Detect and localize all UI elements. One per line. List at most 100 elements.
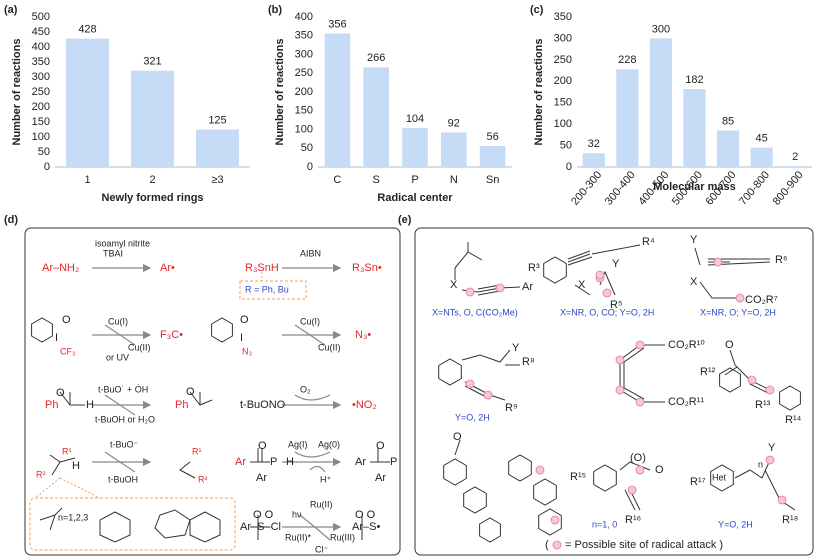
ring (463, 486, 487, 514)
value-label: 56 (486, 131, 498, 143)
y-tick-label: 250 (554, 54, 572, 66)
diagram-label: n=1, 0 (592, 519, 617, 529)
diagram-label: R⁵ (610, 299, 623, 311)
diagram-label: I (55, 332, 58, 344)
radical-site (615, 355, 625, 365)
radical-site (465, 287, 475, 297)
diagram-label: CO₂R¹¹ (668, 396, 704, 408)
panel-label: (d) (4, 214, 18, 226)
diagram-label: R¹ (192, 446, 202, 456)
y-tick-label: 200 (295, 86, 313, 98)
diagram-label: Ar (522, 281, 533, 293)
diagram-label: isoamyl nitrite (95, 238, 150, 248)
diagram-label: H⁺ (320, 474, 331, 484)
bar (582, 153, 605, 167)
diagram-label: AIBN (300, 248, 321, 258)
diagram-label: hν (292, 509, 302, 519)
radical-site (495, 283, 505, 293)
radical-site (777, 495, 787, 505)
diagram-label: R³ (528, 262, 540, 274)
diagram-label: H (86, 399, 94, 411)
radical-site (765, 455, 775, 465)
panel-label: (b) (268, 4, 282, 16)
diagram-label: O (62, 314, 71, 326)
x-axis-label: Molecular mass (653, 181, 736, 193)
y-tick-label: 150 (32, 116, 50, 128)
diagram-label: P (270, 456, 277, 468)
diagram-label: Ar–S–Cl (240, 521, 281, 533)
diagram-label: Ru(II)* (285, 532, 312, 542)
radical-site (465, 379, 475, 389)
bar (616, 69, 639, 167)
value-label: 45 (756, 133, 768, 145)
diagram-label: Ar (235, 456, 246, 468)
value-label: 182 (685, 74, 703, 86)
value-label: 85 (722, 115, 734, 127)
y-tick-label: 50 (38, 146, 50, 158)
x-tick-label: 300-400 (603, 169, 638, 208)
value-label: 2 (792, 151, 798, 163)
diagram-label: Cl⁻ (315, 544, 328, 554)
bar (683, 89, 706, 167)
radical-site (713, 257, 723, 267)
diagram-label: •NO₂ (352, 399, 377, 411)
radical-site (483, 390, 493, 400)
diagram-label: O (376, 440, 385, 452)
panel-d-frame (24, 227, 401, 556)
x-tick-label: Sn (486, 174, 499, 186)
radical-site (602, 288, 612, 298)
diagram-label: O (655, 464, 664, 476)
diagram-label: (O) (630, 452, 646, 464)
diagram-label: R₃Sn• (352, 262, 382, 274)
y-tick-label: 400 (295, 11, 313, 23)
panel-e-frame (414, 227, 814, 556)
diagram-label: O (240, 314, 249, 326)
diagram-label: R¹⁸ (782, 514, 798, 526)
diagram-label: Ar• (160, 262, 175, 274)
radical-site (535, 465, 545, 475)
radical-site (550, 515, 560, 525)
y-tick-label: 300 (32, 71, 50, 83)
diagram-label: Cu(I) (108, 316, 128, 326)
x-tick-label: 800-900 (771, 169, 806, 208)
diagram-label: t-BuO⁻ (110, 439, 139, 449)
radical-site (635, 340, 645, 350)
ring (543, 256, 567, 284)
diagram-label: TBAI (103, 248, 123, 258)
bar (440, 132, 467, 167)
diagram-label: X=NTs, O, C(CO₂Me) (432, 307, 518, 317)
panel-e-drawing: Ar X X=NTs, O, C(CO₂Me) R⁴ R³ X Y R⁵X=NR, O, CO… (432, 234, 802, 551)
x-axis-label: Newly formed rings (101, 192, 203, 204)
diagram-label: X (578, 279, 586, 291)
y-tick-label: 250 (295, 67, 313, 79)
y-tick-label: 350 (32, 56, 50, 68)
ring (538, 508, 562, 536)
diagram-label: = Possible site of radical attack ) (565, 539, 723, 551)
y-tick-label: 100 (32, 131, 50, 143)
legend-symbol (552, 540, 562, 550)
ring (438, 358, 462, 386)
diagram-label: R¹⁵ (570, 471, 586, 483)
diagram-label: Ph (175, 399, 188, 411)
value-label: 104 (406, 113, 424, 125)
diagram-label: Ph (45, 399, 58, 411)
y-tick-label: 200 (32, 101, 50, 113)
diagram-label: R¹⁶ (625, 514, 641, 526)
diagram-label: R⁴ (642, 236, 655, 248)
diagram-label: t-BuONO (240, 399, 286, 411)
diagram-label: Ag(0) (318, 439, 340, 449)
bar (784, 166, 807, 167)
diagram-label: X (690, 276, 698, 288)
diagram-label: R = Ph, Bu (245, 284, 289, 294)
y-tick-label: 0 (307, 161, 313, 173)
radical-site (627, 485, 637, 495)
diagram-label: O (258, 440, 267, 452)
ring (31, 317, 53, 343)
value-label: 125 (208, 114, 226, 126)
y-tick-label: 200 (554, 75, 572, 87)
diagram-label: X=NR, O, CO; Y=O, 2H (560, 307, 654, 317)
x-tick-label: P (411, 174, 418, 186)
radical-site (765, 385, 775, 395)
